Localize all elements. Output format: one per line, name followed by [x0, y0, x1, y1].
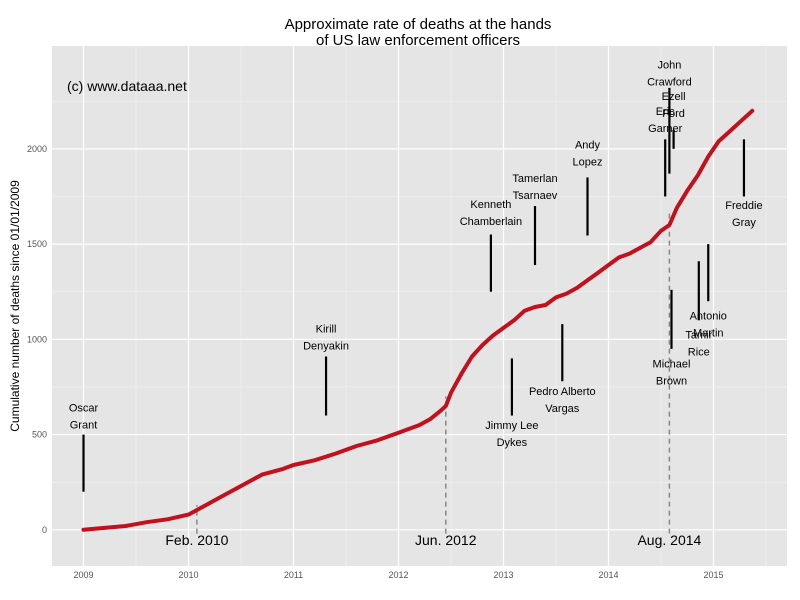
annotation-label: Oscar — [69, 403, 99, 415]
annotation-label: Freddie — [725, 200, 762, 212]
annotation-labels: Oscar Grant Kirill Denyakin Kenneth Chamberla… — [69, 59, 763, 449]
y-axis-label: Cumulative number of deaths since 01/01/… — [8, 180, 22, 432]
annotation-label: Tsarnaev — [513, 190, 558, 202]
y-tick-labels: 0 500 1000 1500 2000 — [27, 144, 47, 535]
period-marker-label: Aug. 2014 — [637, 532, 701, 548]
annotation-label: Gray — [732, 217, 756, 229]
x-tick-label: 2009 — [73, 570, 93, 580]
annotation-label: Jimmy Lee — [485, 420, 538, 432]
x-tick-label: 2014 — [598, 570, 618, 580]
annotation-label: Kenneth — [470, 199, 511, 211]
x-tick-labels: 2009 2010 2011 2012 2013 2014 2015 — [73, 570, 723, 580]
annotation-bars — [82, 87, 746, 492]
period-marker-label: Feb. 2010 — [165, 532, 228, 548]
major-gridlines — [52, 46, 787, 566]
annotation-label: Tamir — [685, 330, 712, 342]
annotation-label: Lopez — [573, 156, 603, 168]
annotation-label: Eric — [656, 106, 675, 118]
y-tick-label: 500 — [32, 430, 47, 440]
annotation-label: Crawford — [647, 76, 692, 88]
y-tick-label: 2000 — [27, 144, 47, 154]
y-tick-label: 1000 — [27, 334, 47, 344]
annotation-label: Grant — [70, 420, 98, 432]
annotation-label: Vargas — [545, 403, 580, 415]
annotation-label: Martin — [693, 328, 724, 340]
annotation-label: Garner — [648, 123, 683, 135]
annotation-label: Dykes — [497, 437, 528, 449]
annotation-label: Michael — [653, 359, 691, 371]
annotation-label: Ford — [662, 108, 685, 120]
annotation-label: Andy — [575, 139, 601, 151]
annotation-label: Brown — [656, 376, 687, 388]
annotation-label: Tamerlan — [512, 173, 557, 185]
annotation-label: Kirill — [316, 323, 337, 335]
annotation-label: John — [657, 59, 681, 71]
annotation-label: Ezell — [662, 91, 686, 103]
watermark: (c) www.dataaa.net — [67, 78, 187, 94]
period-marker-label: Jun. 2012 — [415, 532, 477, 548]
plot-panel — [52, 46, 787, 566]
annotation-label: Antonio — [690, 311, 727, 323]
annotation-label: Denyakin — [303, 340, 349, 352]
x-tick-label: 2011 — [284, 570, 303, 580]
chart-title-line-2: of US law enforcement officers — [316, 32, 520, 49]
x-tick-label: 2012 — [388, 570, 408, 580]
annotation-label: Chamberlain — [460, 216, 522, 228]
x-tick-label: 2013 — [493, 570, 513, 580]
x-tick-label: 2015 — [703, 570, 723, 580]
y-tick-label: 1500 — [27, 239, 47, 249]
annotation-label: Rice — [688, 347, 710, 359]
x-tick-label: 2010 — [178, 570, 198, 580]
period-markers: Feb. 2010 Jun. 2012 Aug. 2014 — [165, 209, 702, 548]
series-line — [81, 108, 755, 532]
chart-title-line-1: Approximate rate of deaths at the hands — [285, 16, 552, 33]
y-tick-label: 0 — [42, 525, 47, 535]
annotation-label: Pedro Alberto — [529, 386, 596, 398]
